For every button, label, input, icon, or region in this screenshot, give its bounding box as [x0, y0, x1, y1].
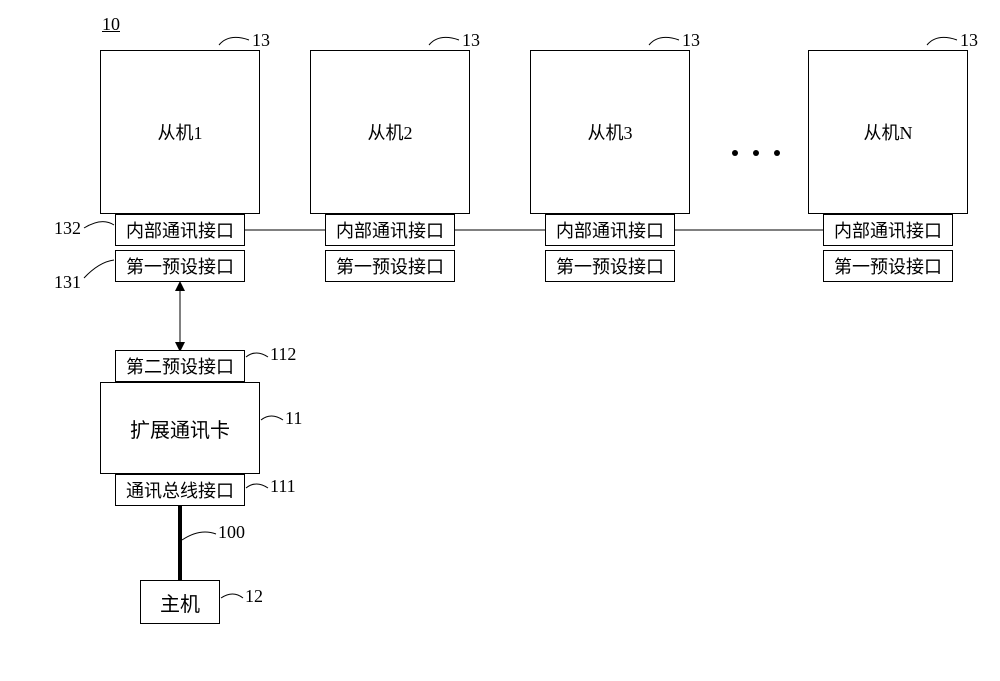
ellipsis-dot: [774, 150, 780, 156]
slave-comm-label: 内部通讯接口: [336, 217, 444, 243]
ref-13: 13: [462, 30, 480, 51]
ref-12: 12: [245, 586, 263, 607]
slave-comm-box: 内部通讯接口: [115, 214, 245, 246]
slave-preset-label: 第一预设接口: [126, 253, 234, 279]
slave-title: 从机2: [368, 119, 413, 145]
ref-13: 13: [252, 30, 270, 51]
diagram-stage: 10: [0, 0, 1000, 681]
slave-preset-label: 第一预设接口: [336, 253, 444, 279]
figure-label: 10: [102, 14, 120, 35]
slave-preset-box: 第一预设接口: [545, 250, 675, 282]
slave-box: 从机N: [808, 50, 968, 214]
ext-card-box: 扩展通讯卡: [100, 382, 260, 474]
slave-preset-box: 第一预设接口: [115, 250, 245, 282]
slave-preset-label: 第一预设接口: [556, 253, 664, 279]
ext-card-label: 扩展通讯卡: [130, 414, 230, 443]
slave-comm-box: 内部通讯接口: [325, 214, 455, 246]
ref-132: 132: [54, 218, 81, 239]
slave-title: 从机N: [864, 119, 913, 145]
slave-preset-box: 第一预设接口: [325, 250, 455, 282]
slave-box: 从机2: [310, 50, 470, 214]
bus-if-box: 通讯总线接口: [115, 474, 245, 506]
slave-title: 从机1: [158, 119, 203, 145]
host-label: 主机: [160, 588, 200, 617]
slave-title: 从机3: [588, 119, 633, 145]
ref-11: 11: [285, 408, 302, 429]
host-box: 主机: [140, 580, 220, 624]
ellipsis-dot: [753, 150, 759, 156]
ref-13: 13: [682, 30, 700, 51]
slave-preset-label: 第一预设接口: [834, 253, 942, 279]
ref-111: 111: [270, 476, 296, 497]
ellipsis-dot: [732, 150, 738, 156]
slave-preset-box: 第一预设接口: [823, 250, 953, 282]
slave-box: 从机3: [530, 50, 690, 214]
second-preset-box: 第二预设接口: [115, 350, 245, 382]
slave-comm-box: 内部通讯接口: [823, 214, 953, 246]
ref-112: 112: [270, 344, 296, 365]
slave-comm-box: 内部通讯接口: [545, 214, 675, 246]
second-preset-label: 第二预设接口: [126, 353, 234, 379]
ref-131: 131: [54, 272, 81, 293]
bus-if-label: 通讯总线接口: [126, 477, 234, 503]
ref-100: 100: [218, 522, 245, 543]
slave-comm-label: 内部通讯接口: [126, 217, 234, 243]
slave-comm-label: 内部通讯接口: [834, 217, 942, 243]
slave-box: 从机1: [100, 50, 260, 214]
ref-13: 13: [960, 30, 978, 51]
slave-comm-label: 内部通讯接口: [556, 217, 664, 243]
